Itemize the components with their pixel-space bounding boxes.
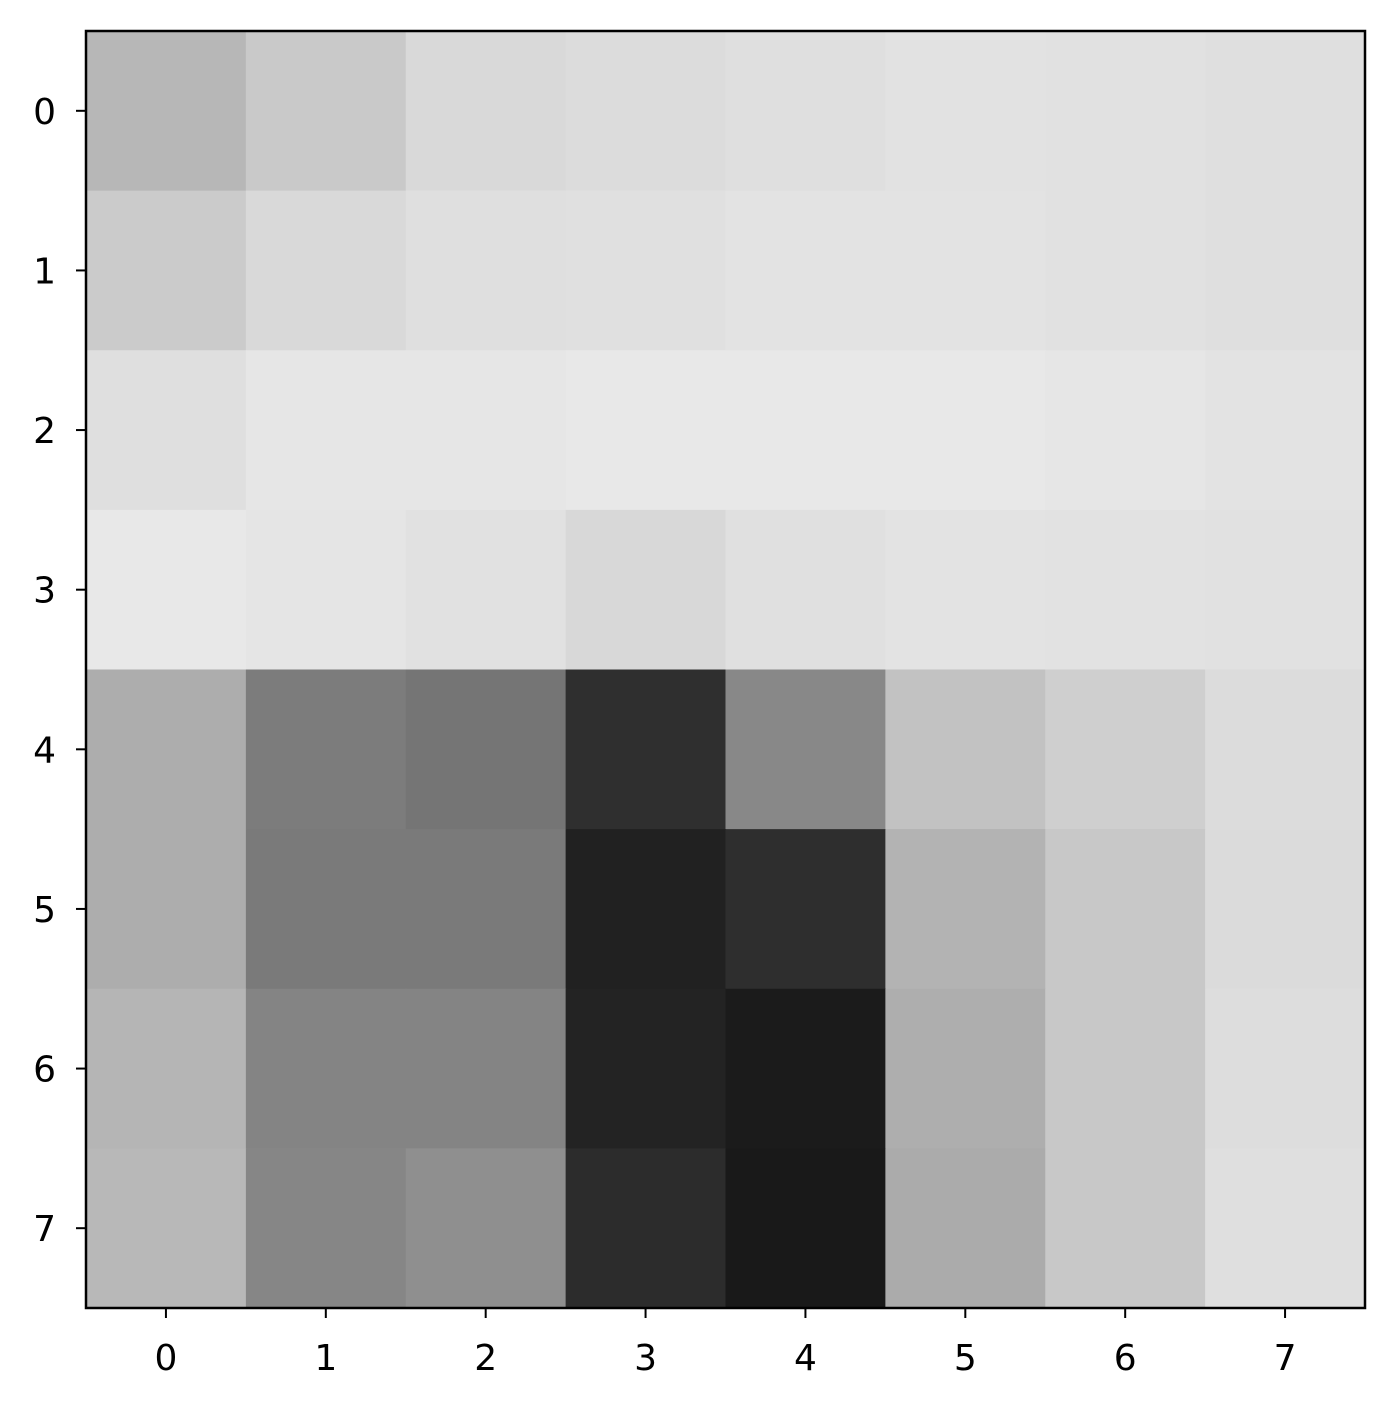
heatmap-cell-r2-c0 bbox=[86, 350, 247, 511]
heatmap-cell-r4-c4 bbox=[725, 669, 886, 830]
heatmap-cell-r7-c0 bbox=[86, 1148, 247, 1309]
heatmap-cell-r1-c4 bbox=[725, 190, 886, 351]
heatmap-cell-r4-c5 bbox=[885, 669, 1046, 830]
heatmap-cell-r7-c3 bbox=[565, 1148, 727, 1309]
heatmap-cell-r7-c1 bbox=[245, 1148, 407, 1309]
heatmap-cell-r3-c6 bbox=[1045, 509, 1206, 671]
heatmap-cell-r3-c4 bbox=[725, 509, 886, 671]
y-tick-label: 7 bbox=[33, 1209, 56, 1250]
heatmap-cell-r6-c5 bbox=[885, 988, 1046, 1149]
heatmap-cell-r2-c7 bbox=[1205, 350, 1366, 511]
y-tick-label: 6 bbox=[33, 1050, 56, 1091]
heatmap-cell-r5-c2 bbox=[405, 829, 567, 990]
axes-frame bbox=[84, 29, 1367, 1310]
heatmap-cell-r2-c5 bbox=[885, 350, 1046, 511]
heatmap-cell-r3-c0 bbox=[86, 509, 247, 671]
heatmap-cell-r1-c2 bbox=[405, 190, 567, 351]
heatmap-cell-r6-c1 bbox=[245, 988, 407, 1149]
heatmap-cell-r4-c2 bbox=[405, 669, 567, 830]
heatmap-cell-r3-c2 bbox=[405, 509, 567, 671]
heatmap-cells bbox=[86, 31, 1366, 1309]
heatmap-cell-r3-c1 bbox=[245, 509, 407, 671]
heatmap-cell-r2-c1 bbox=[245, 350, 407, 511]
x-tick-label: 6 bbox=[1114, 1338, 1137, 1379]
x-tick-label: 1 bbox=[314, 1338, 337, 1379]
heatmap-cell-r3-c5 bbox=[885, 509, 1046, 671]
heatmap-cell-r2-c3 bbox=[565, 350, 727, 511]
heatmap-cell-r0-c3 bbox=[565, 31, 727, 192]
heatmap-cell-r6-c0 bbox=[86, 988, 247, 1149]
heatmap-cell-r7-c2 bbox=[405, 1148, 567, 1309]
y-tick-label: 1 bbox=[33, 251, 56, 292]
heatmap-cell-r0-c0 bbox=[86, 31, 247, 192]
x-tick-label: 0 bbox=[154, 1338, 177, 1379]
heatmap-cell-r7-c4 bbox=[725, 1148, 886, 1309]
heatmap-cell-r4-c1 bbox=[245, 669, 407, 830]
heatmap-cell-r2-c4 bbox=[725, 350, 886, 511]
heatmap-cell-r2-c2 bbox=[405, 350, 567, 511]
heatmap-cell-r5-c5 bbox=[885, 829, 1046, 990]
heatmap-cell-r7-c5 bbox=[885, 1148, 1046, 1309]
x-tick-label: 5 bbox=[954, 1338, 977, 1379]
y-tick-label: 0 bbox=[33, 92, 56, 133]
y-tick-label: 5 bbox=[33, 890, 56, 931]
heatmap-cell-r1-c1 bbox=[245, 190, 407, 351]
heatmap-cell-r1-c3 bbox=[565, 190, 727, 351]
heatmap-cell-r1-c0 bbox=[86, 190, 247, 351]
x-tick-label: 7 bbox=[1274, 1338, 1297, 1379]
heatmap-cell-r1-c6 bbox=[1045, 190, 1206, 351]
y-tick-label: 4 bbox=[33, 730, 56, 771]
heatmap-cell-r2-c6 bbox=[1045, 350, 1206, 511]
y-tick-label: 3 bbox=[33, 571, 56, 612]
x-tick-label: 2 bbox=[474, 1338, 497, 1379]
heatmap-cell-r0-c7 bbox=[1205, 31, 1366, 192]
heatmap-cell-r3-c7 bbox=[1205, 509, 1366, 671]
x-tick-label: 3 bbox=[634, 1338, 657, 1379]
heatmap-cell-r6-c2 bbox=[405, 988, 567, 1149]
heatmap-cell-r0-c1 bbox=[245, 31, 407, 192]
heatmap-cell-r1-c5 bbox=[885, 190, 1046, 351]
heatmap-cell-r5-c7 bbox=[1205, 829, 1366, 990]
heatmap-cell-r5-c6 bbox=[1045, 829, 1206, 990]
heatmap-cell-r6-c3 bbox=[565, 988, 727, 1149]
heatmap-cell-r6-c7 bbox=[1205, 988, 1366, 1149]
heatmap-cell-r7-c6 bbox=[1045, 1148, 1206, 1309]
heatmap-cell-r0-c4 bbox=[725, 31, 886, 192]
heatmap-cell-r1-c7 bbox=[1205, 190, 1366, 351]
heatmap-cell-r4-c6 bbox=[1045, 669, 1206, 830]
heatmap-cell-r6-c4 bbox=[725, 988, 886, 1149]
heatmap-cell-r5-c1 bbox=[245, 829, 407, 990]
y-axis: 0 1 2 3 4 5 6 7 bbox=[33, 92, 86, 1250]
heatmap-cell-r5-c4 bbox=[725, 829, 886, 990]
y-tick-label: 2 bbox=[33, 411, 56, 452]
heatmap-cell-r6-c6 bbox=[1045, 988, 1206, 1149]
x-axis: 0 1 2 3 4 5 6 7 bbox=[154, 1308, 1297, 1379]
heatmap-cell-r4-c0 bbox=[86, 669, 247, 830]
heatmap-cell-r4-c3 bbox=[565, 669, 727, 830]
heatmap-cell-r0-c5 bbox=[885, 31, 1046, 192]
heatmap-cell-r5-c3 bbox=[565, 829, 727, 990]
heatmap-cell-r0-c6 bbox=[1045, 31, 1206, 192]
heatmap-cell-r7-c7 bbox=[1205, 1148, 1366, 1309]
heatmap-cell-r5-c0 bbox=[86, 829, 247, 990]
heatmap-cell-r0-c2 bbox=[405, 31, 567, 192]
heatmap-cell-r4-c7 bbox=[1205, 669, 1366, 830]
heatmap-cell-r3-c3 bbox=[565, 509, 727, 671]
x-tick-label: 4 bbox=[794, 1338, 817, 1379]
